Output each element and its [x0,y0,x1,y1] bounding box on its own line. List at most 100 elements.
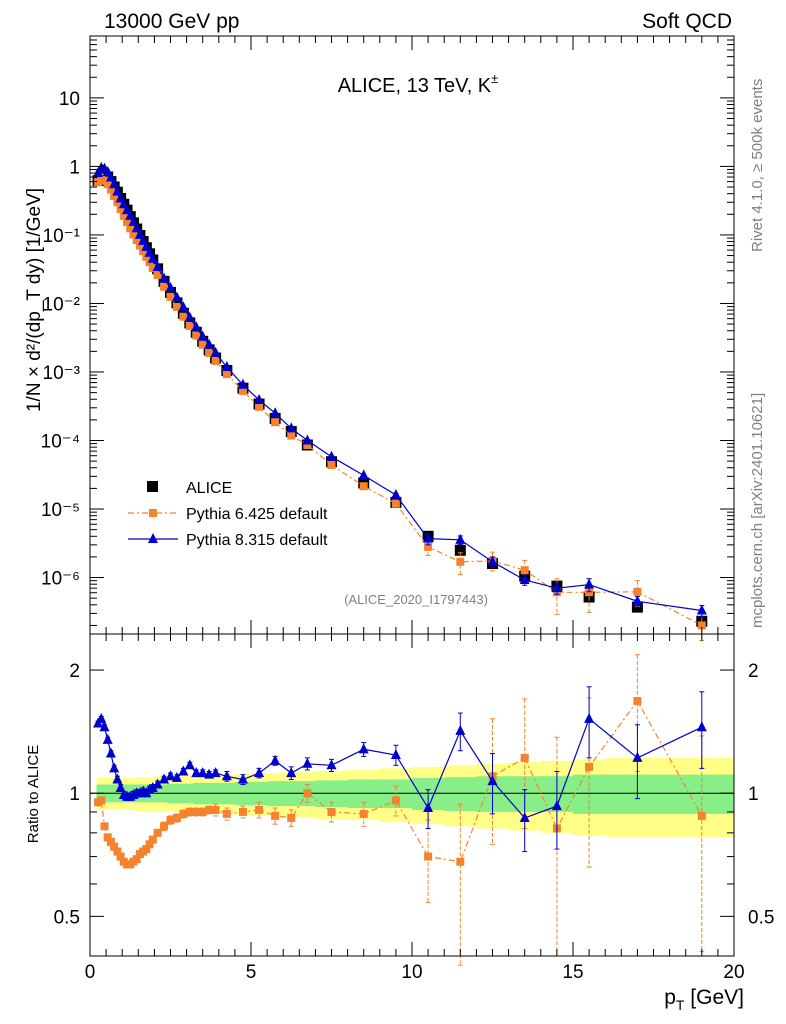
ratio-pythia6-point [110,842,119,851]
main-y-tick-label: 10⁻⁴ [41,431,80,452]
ratio-pythia6-point [633,697,642,706]
ratio-pythia6-point [145,840,154,849]
ratio-pythia6-point [116,852,125,861]
main-y-tick-label: 1 [69,157,80,178]
ratio-y-tick-label: 1 [69,784,80,805]
ratio-y-tick-label-right: 0.5 [748,907,774,928]
ratio-pythia6-point [179,809,188,818]
mcplots-label: mcplots.cern.ch [arXiv:2401.10621] [749,393,766,628]
ratio-pythia6-point [100,822,109,831]
ratio-pythia6-point [103,833,112,842]
pythia6-point [110,191,119,200]
ratio-y-tick-label: 2 [69,661,80,682]
pythia6-point [153,271,162,280]
ratio-pythia6-point [520,753,529,762]
ratio-pythia6-point [327,807,336,816]
pythia6-point [359,482,368,491]
pythia6-point [238,386,247,395]
ratio-pythia6-point [166,816,175,825]
pythia8-point [390,489,401,500]
pythia8-point [112,185,123,196]
pythia6-point [633,587,642,596]
pythia6-point [222,370,231,379]
ratio-pythia8-point [171,771,182,782]
ratio-pythia8-point [178,765,189,776]
pythia8-point [93,167,104,178]
ratio-pythia6-point [97,796,106,805]
pythia8-point [178,301,189,312]
pythia6-point [129,230,138,239]
pythia8-point [204,338,215,349]
pythia6-point [198,340,207,349]
legend-label-pythia6: Pythia 6.425 default [186,506,328,523]
ratio-pythia6-point [222,809,231,818]
ratio-pythia6-point [153,828,162,837]
pythia8-point [184,311,195,322]
pythia8-point [302,434,313,445]
pythia8-point [237,378,248,389]
pythia8-point [326,450,337,461]
legend-label-alice: ALICE [186,480,232,497]
pythia6-point [172,302,181,311]
main-panel: 10⁻⁶ 10⁻⁵ 10⁻⁴ 10⁻³ 10⁻² 10⁻¹ 1 10 ALICE, 13 Te… [24,35,735,642]
pythia8-point [696,604,707,615]
ratio-marks [93,654,707,966]
ratio-pythia8-point [102,733,113,744]
x-tick-label: 5 [246,962,257,983]
alice-point [171,297,183,309]
ratio-pythia8-point [302,757,313,768]
main-marks [92,161,708,642]
x-axis-label-main: p [664,986,676,1009]
pythia6-point [424,542,433,551]
pythia6-point [119,211,128,220]
pythia6-point [139,247,148,256]
header-right: Soft QCD [642,10,732,33]
pythia6-point [94,178,103,187]
ratio-pythia8-point [632,751,643,762]
main-y-tick-label: 10 [59,89,80,110]
ratio-pythia6-point [132,855,141,864]
pythia8-point [131,222,142,233]
x-axis-label: pT [GeV] [664,986,744,1013]
pythia6-point [116,204,125,213]
ratio-pythia8-point [390,748,401,759]
ratio-y-tick-label-right: 1 [748,784,759,805]
pythia6-point [160,282,169,291]
ratio-pythia8-point [197,767,208,778]
plot-title: ALICE, 13 TeV, K± [338,71,499,97]
ratio-y-tick-label-right: 2 [748,661,759,682]
ratio-pythia6-point [198,807,207,816]
ratio-pythia8-point [96,712,107,723]
ratio-bands [90,757,734,838]
pythia8-point [152,261,163,272]
ratio-pythia8-point [286,767,297,778]
x-axis-label-sub: T [676,997,685,1013]
ratio-pythia8-point [191,767,202,778]
pythia6-point [697,621,706,630]
ratio-pythia8-point [115,781,126,792]
main-y-tick-label: 10⁻¹ [43,226,81,247]
x-tick-label: 15 [562,962,583,983]
ratio-pythia6-point [192,807,201,816]
legend-label-pythia8: Pythia 8.315 default [186,532,328,549]
analysis-id: (ALICE_2020_I1797443) [344,592,488,607]
ratio-panel: 0.5 0.51 12 20 5 10 15 20 Ratio to ALICE pT [Ge… [25,633,774,1013]
ratio-pythia6-point [697,811,706,820]
pythia6-point [185,321,194,330]
pythia8-point [210,346,221,357]
ratio-pythia8-point [584,712,595,723]
pythia6-point [303,440,312,449]
pythia6-point [142,252,151,261]
pythia6-point [126,224,135,233]
ratio-pythia6-point [424,852,433,861]
ratio-pythia6-point [211,805,220,814]
ratio-y-tick-label: 0.5 [54,907,80,928]
ratio-axes: 0.5 0.51 12 20 5 10 15 20 [54,634,774,983]
x-tick-label: 20 [723,962,744,983]
ratio-pythia8-point [152,778,163,789]
alice-point [454,544,466,556]
pythia8-point [191,321,202,332]
pythia8-point [109,178,120,189]
x-tick-label: 10 [401,962,422,983]
ratio-pythia8-point [99,721,110,732]
